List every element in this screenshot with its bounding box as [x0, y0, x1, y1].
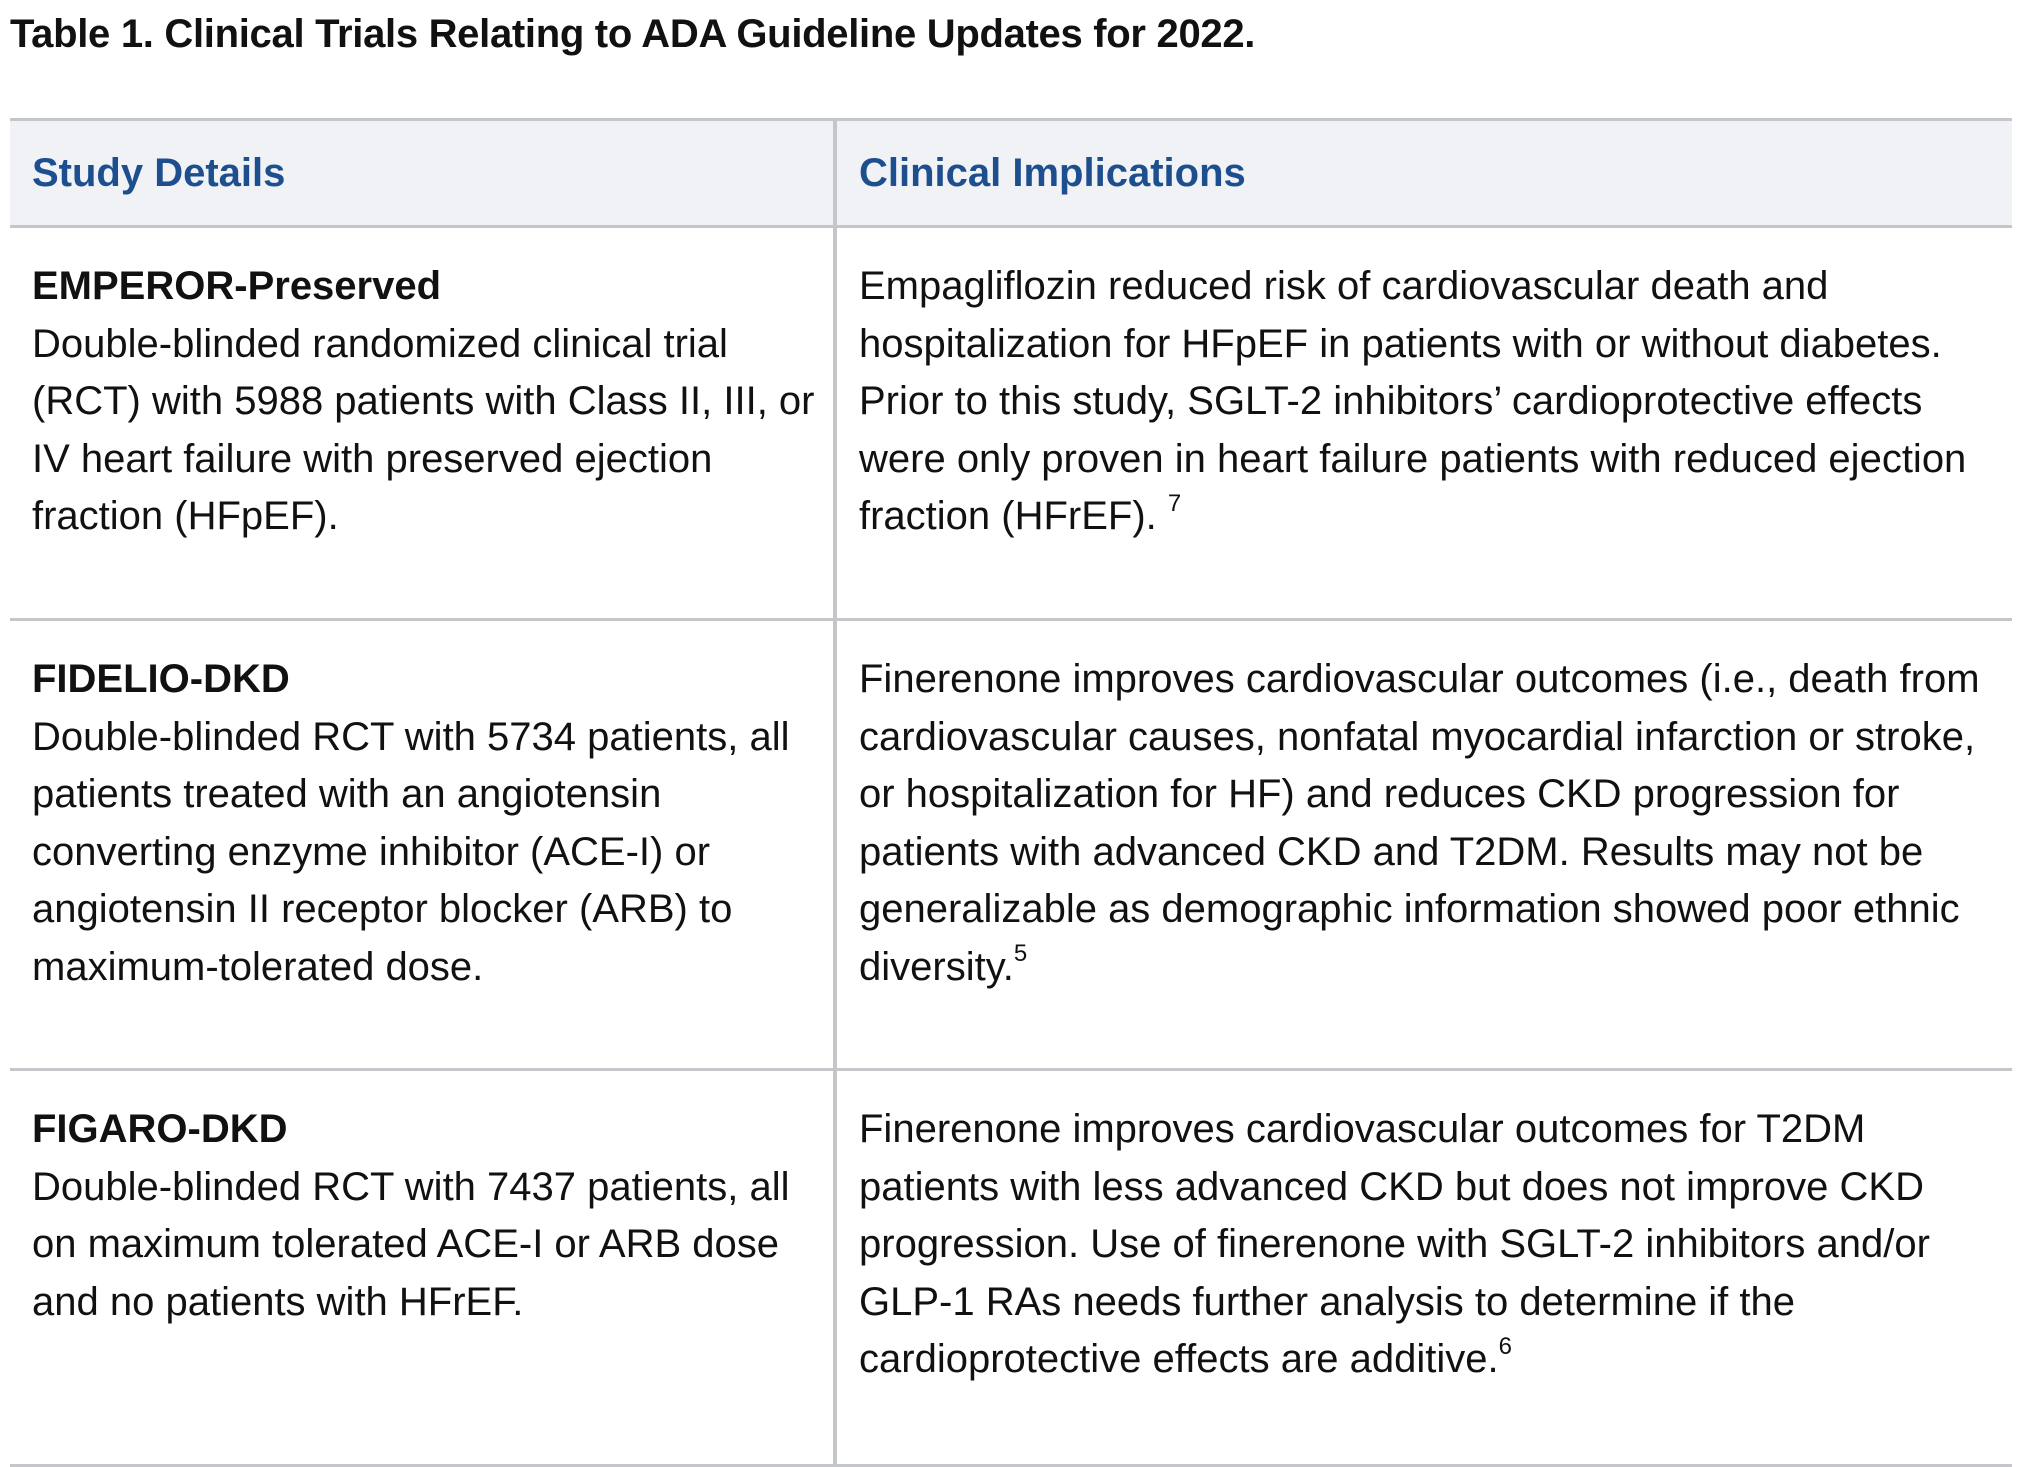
table-row: FIGARO-DKD Double-blinded RCT with 7437 …	[10, 1069, 2012, 1467]
clinical-implications-text: Empagliflozin reduced risk of cardiovasc…	[859, 264, 1967, 538]
study-details-cell: FIGARO-DKD Double-blinded RCT with 7437 …	[10, 1069, 835, 1467]
study-details-text: Double-blinded randomized clinical trial…	[32, 321, 815, 539]
column-header-label: Study Details	[32, 150, 286, 195]
trial-name: EMPEROR-Preserved	[32, 264, 442, 308]
clinical-implications-cell: Finerenone improves cardiovascular outco…	[833, 1069, 2012, 1467]
study-details-text: Double-blinded RCT with 5734 patients, a…	[32, 714, 790, 989]
page: Table 1. Clinical Trials Relating to ADA…	[10, 12, 2012, 1467]
table-header-row: Study Details Clinical Implications	[10, 118, 2012, 228]
column-header-label: Clinical Implications	[859, 150, 1246, 195]
reference-superscript: 7	[1167, 489, 1182, 517]
clinical-trials-table: Study Details Clinical Implications EMPE…	[10, 118, 2012, 1467]
study-details-text: Double-blinded RCT with 7437 patients, a…	[32, 1164, 790, 1324]
table-caption: Table 1. Clinical Trials Relating to ADA…	[10, 12, 1256, 56]
reference-superscript: 5	[1013, 940, 1028, 968]
clinical-implications-text: Finerenone improves cardiovascular outco…	[859, 657, 1980, 989]
study-details-cell: FIDELIO-DKD Double-blinded RCT with 5734…	[10, 619, 835, 1071]
trial-name: FIGARO-DKD	[32, 1107, 288, 1151]
table-row: FIDELIO-DKD Double-blinded RCT with 5734…	[10, 619, 2012, 1071]
clinical-implications-cell: Finerenone improves cardiovascular outco…	[833, 619, 2012, 1071]
study-details-cell: EMPEROR-Preserved Double-blinded randomi…	[10, 226, 835, 621]
table-row: EMPEROR-Preserved Double-blinded randomi…	[10, 226, 2012, 621]
trial-name: FIDELIO-DKD	[32, 657, 290, 701]
clinical-implications-text: Finerenone improves cardiovascular outco…	[859, 1107, 1930, 1381]
column-header-study-details: Study Details	[10, 118, 835, 228]
reference-superscript: 6	[1498, 1332, 1512, 1360]
clinical-implications-cell: Empagliflozin reduced risk of cardiovasc…	[833, 226, 2012, 621]
column-header-clinical-implications: Clinical Implications	[833, 118, 2012, 228]
